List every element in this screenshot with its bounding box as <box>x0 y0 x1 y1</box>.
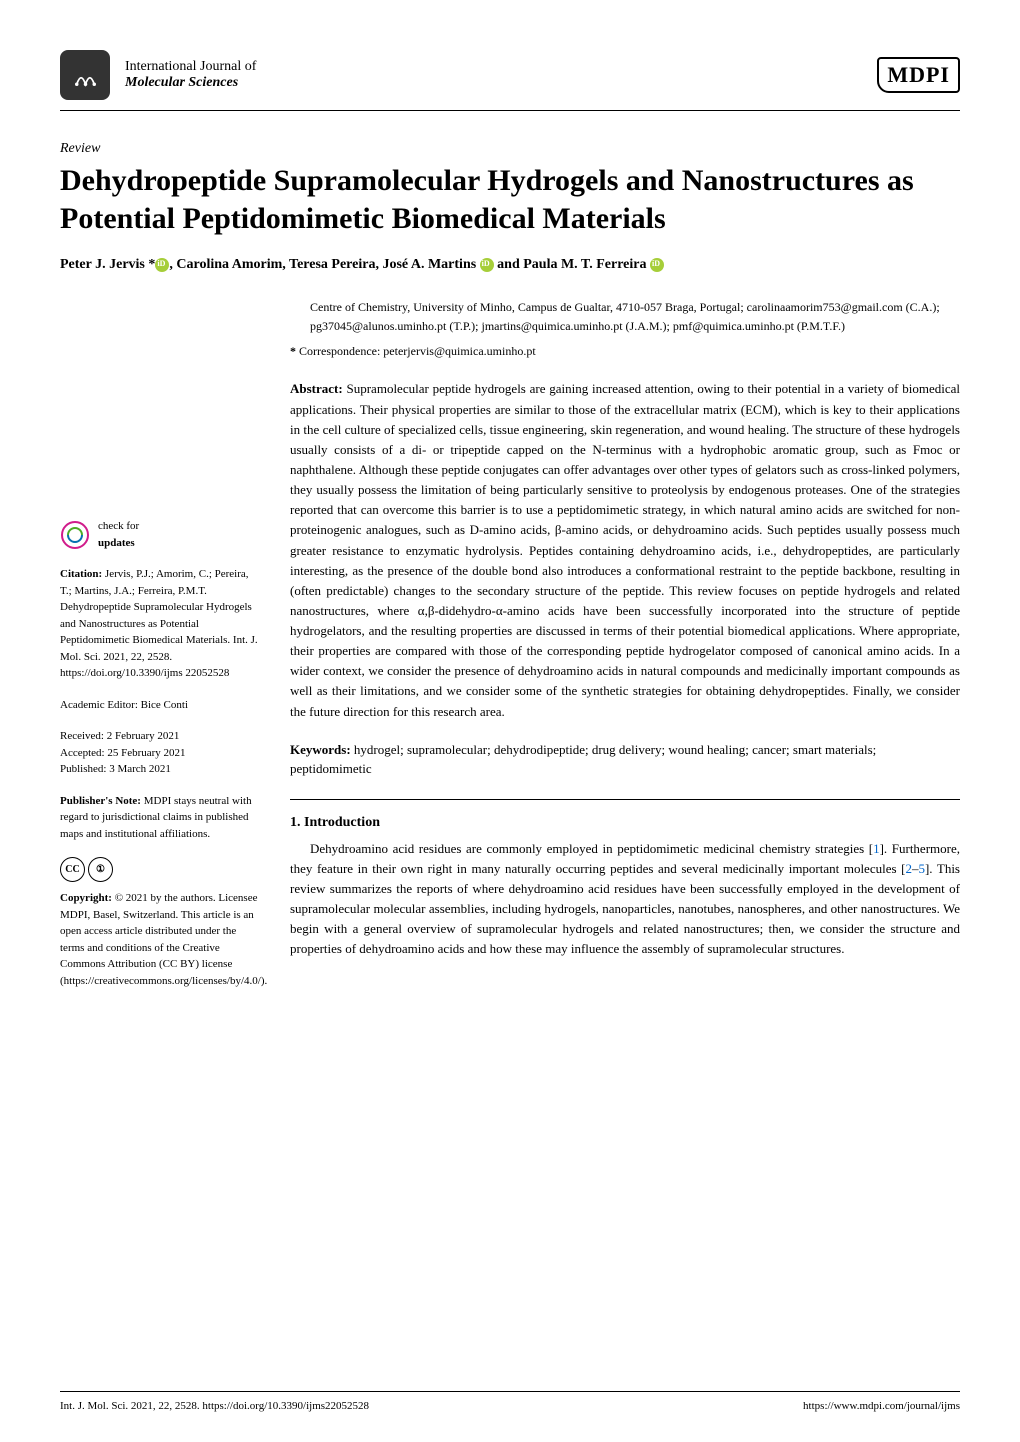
article-type: Review <box>60 141 960 157</box>
check-updates-text: check for updates <box>98 518 139 551</box>
check-updates-icon <box>60 520 90 550</box>
keywords-text: hydrogel; supramolecular; dehydrodipepti… <box>290 742 876 777</box>
abstract-text: Supramolecular peptide hydrogels are gai… <box>290 381 960 718</box>
editor-name: Bice Conti <box>141 699 188 711</box>
journal-name-bottom: Molecular Sciences <box>125 75 256 91</box>
orcid-icon <box>650 258 664 272</box>
keywords-block: Keywords: hydrogel; supramolecular; dehy… <box>290 740 960 779</box>
page-footer: Int. J. Mol. Sci. 2021, 22, 2528. https:… <box>60 1391 960 1412</box>
correspondence-label: * <box>290 344 296 358</box>
copyright-block: Copyright: © 2021 by the authors. Licens… <box>60 890 260 989</box>
section-heading: 1. Introduction <box>290 815 960 831</box>
footer-left: Int. J. Mol. Sci. 2021, 22, 2528. https:… <box>60 1400 369 1412</box>
copyright-text: © 2021 by the authors. Licensee MDPI, Ba… <box>60 892 267 987</box>
citation-text: Jervis, P.J.; Amorim, C.; Pereira, T.; M… <box>60 568 258 679</box>
article-title: Dehydropeptide Supramolecular Hydrogels … <box>60 162 960 237</box>
ref-link[interactable]: 5 <box>918 861 925 876</box>
molecule-icon <box>68 58 103 93</box>
sidebar: check for updates Citation: Jervis, P.J.… <box>60 298 260 1004</box>
journal-name: International Journal of Molecular Scien… <box>125 59 256 91</box>
received-date: Received: 2 February 2021 <box>60 728 260 745</box>
publishers-note-block: Publisher's Note: MDPI stays neutral wit… <box>60 793 260 843</box>
citation-block: Citation: Jervis, P.J.; Amorim, C.; Pere… <box>60 566 260 682</box>
publisher-logo: MDPI <box>877 57 960 93</box>
article-body: Centre of Chemistry, University of Minho… <box>290 298 960 1004</box>
orcid-icon <box>155 258 169 272</box>
cc-license-icons: CC ① <box>60 857 260 882</box>
dates-block: Received: 2 February 2021 Accepted: 25 F… <box>60 728 260 778</box>
page-header: International Journal of Molecular Scien… <box>60 50 960 111</box>
authors-line: Peter J. Jervis *, Carolina Amorim, Tere… <box>60 257 960 273</box>
orcid-icon <box>480 258 494 272</box>
main-content: check for updates Citation: Jervis, P.J.… <box>60 298 960 1004</box>
editor-label: Academic Editor: <box>60 699 138 711</box>
correspondence-text: Correspondence: peterjervis@quimica.umin… <box>299 344 536 358</box>
intro-paragraph: Dehydroamino acid residues are commonly … <box>290 839 960 960</box>
keywords-label: Keywords: <box>290 742 351 757</box>
affiliation: Centre of Chemistry, University of Minho… <box>290 298 960 336</box>
citation-label: Citation: <box>60 568 102 580</box>
accepted-date: Accepted: 25 February 2021 <box>60 745 260 762</box>
check-updates-block[interactable]: check for updates <box>60 518 260 551</box>
by-icon: ① <box>88 857 113 882</box>
journal-logo-block: International Journal of Molecular Scien… <box>60 50 256 100</box>
ref-link[interactable]: 2 <box>905 861 912 876</box>
check-updates-top: check for <box>98 518 139 535</box>
footer-right: https://www.mdpi.com/journal/ijms <box>803 1400 960 1412</box>
journal-name-top: International Journal of <box>125 59 256 75</box>
section-divider <box>290 799 960 800</box>
abstract-label: Abstract: <box>290 381 343 396</box>
editor-block: Academic Editor: Bice Conti <box>60 697 260 714</box>
publishers-note-label: Publisher's Note: <box>60 795 141 807</box>
check-updates-bottom: updates <box>98 535 139 552</box>
correspondence: * Correspondence: peterjervis@quimica.um… <box>290 344 960 359</box>
journal-logo-icon <box>60 50 110 100</box>
copyright-label: Copyright: <box>60 892 112 904</box>
ref-link[interactable]: 1 <box>873 841 880 856</box>
abstract-block: Abstract: Supramolecular peptide hydroge… <box>290 379 960 721</box>
cc-icon: CC <box>60 857 85 882</box>
published-date: Published: 3 March 2021 <box>60 761 260 778</box>
